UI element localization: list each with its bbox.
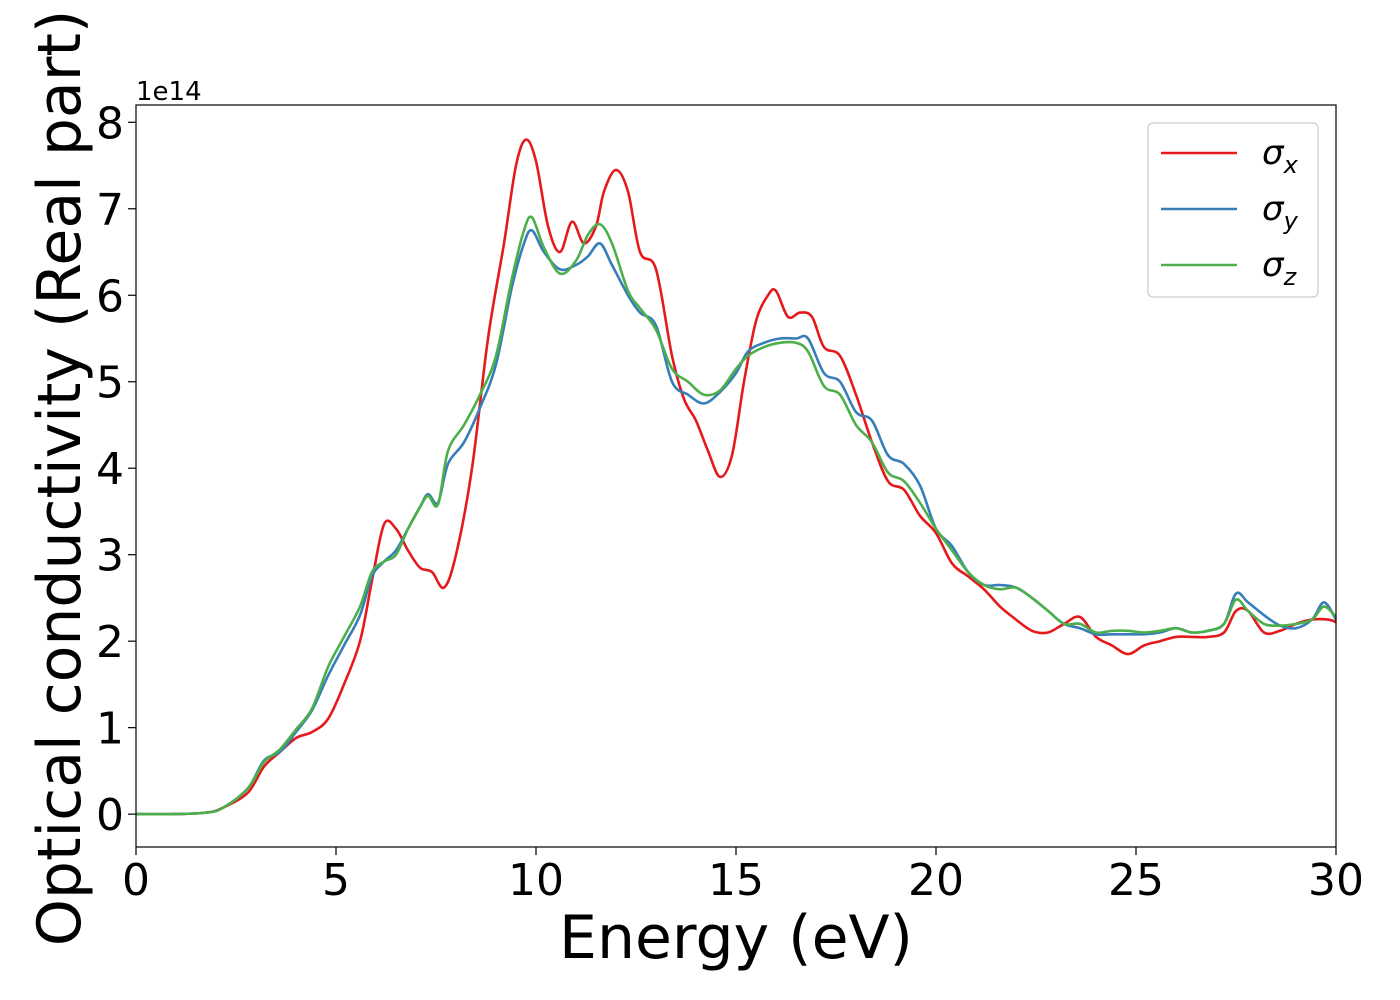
x-tick-label: 10: [508, 855, 564, 906]
legend-subscript: x: [1283, 151, 1299, 179]
x-tick-label: 0: [122, 855, 150, 906]
y-tick-label: 7: [96, 185, 124, 236]
legend-label-z: σz: [1262, 245, 1298, 291]
y-tick-label: 0: [96, 790, 124, 841]
legend-symbol: σ: [1262, 245, 1285, 285]
series-layer: [135, 138, 1338, 816]
y-tick-label: 2: [96, 617, 124, 668]
x-tick-label: 15: [708, 855, 764, 906]
y-tick-label: 5: [96, 358, 124, 409]
x-tick-label: 5: [322, 855, 350, 906]
y-axis: 0 1 2 3 4 5 6 7 8: [96, 98, 136, 841]
legend-label-y: σy: [1262, 189, 1299, 235]
y-tick-label: 4: [96, 444, 124, 495]
legend-symbol: σ: [1262, 189, 1285, 229]
x-tick-label: 25: [1108, 855, 1164, 906]
y-tick-label: 3: [96, 531, 124, 582]
x-tick-label: 20: [908, 855, 964, 906]
legend-subscript: y: [1283, 207, 1299, 235]
y-axis-label: Optical conductivity (Real part): [25, 10, 95, 947]
series-line-y: [135, 228, 1338, 816]
series-line-z: [135, 215, 1337, 816]
legend-symbol: σ: [1262, 133, 1285, 173]
y-tick-label: 1: [96, 704, 124, 755]
legend-label-x: σx: [1262, 133, 1299, 179]
x-axis: 0 5 10 15 20 25 30: [122, 847, 1364, 906]
y-offset-label: 1e14: [136, 77, 202, 107]
y-tick-label: 6: [96, 271, 124, 322]
x-tick-label: 30: [1308, 855, 1364, 906]
y-tick-label: 8: [96, 98, 124, 149]
series-line-x: [135, 138, 1337, 816]
legend-subscript: z: [1283, 263, 1298, 291]
x-axis-label: Energy (eV): [559, 903, 913, 973]
